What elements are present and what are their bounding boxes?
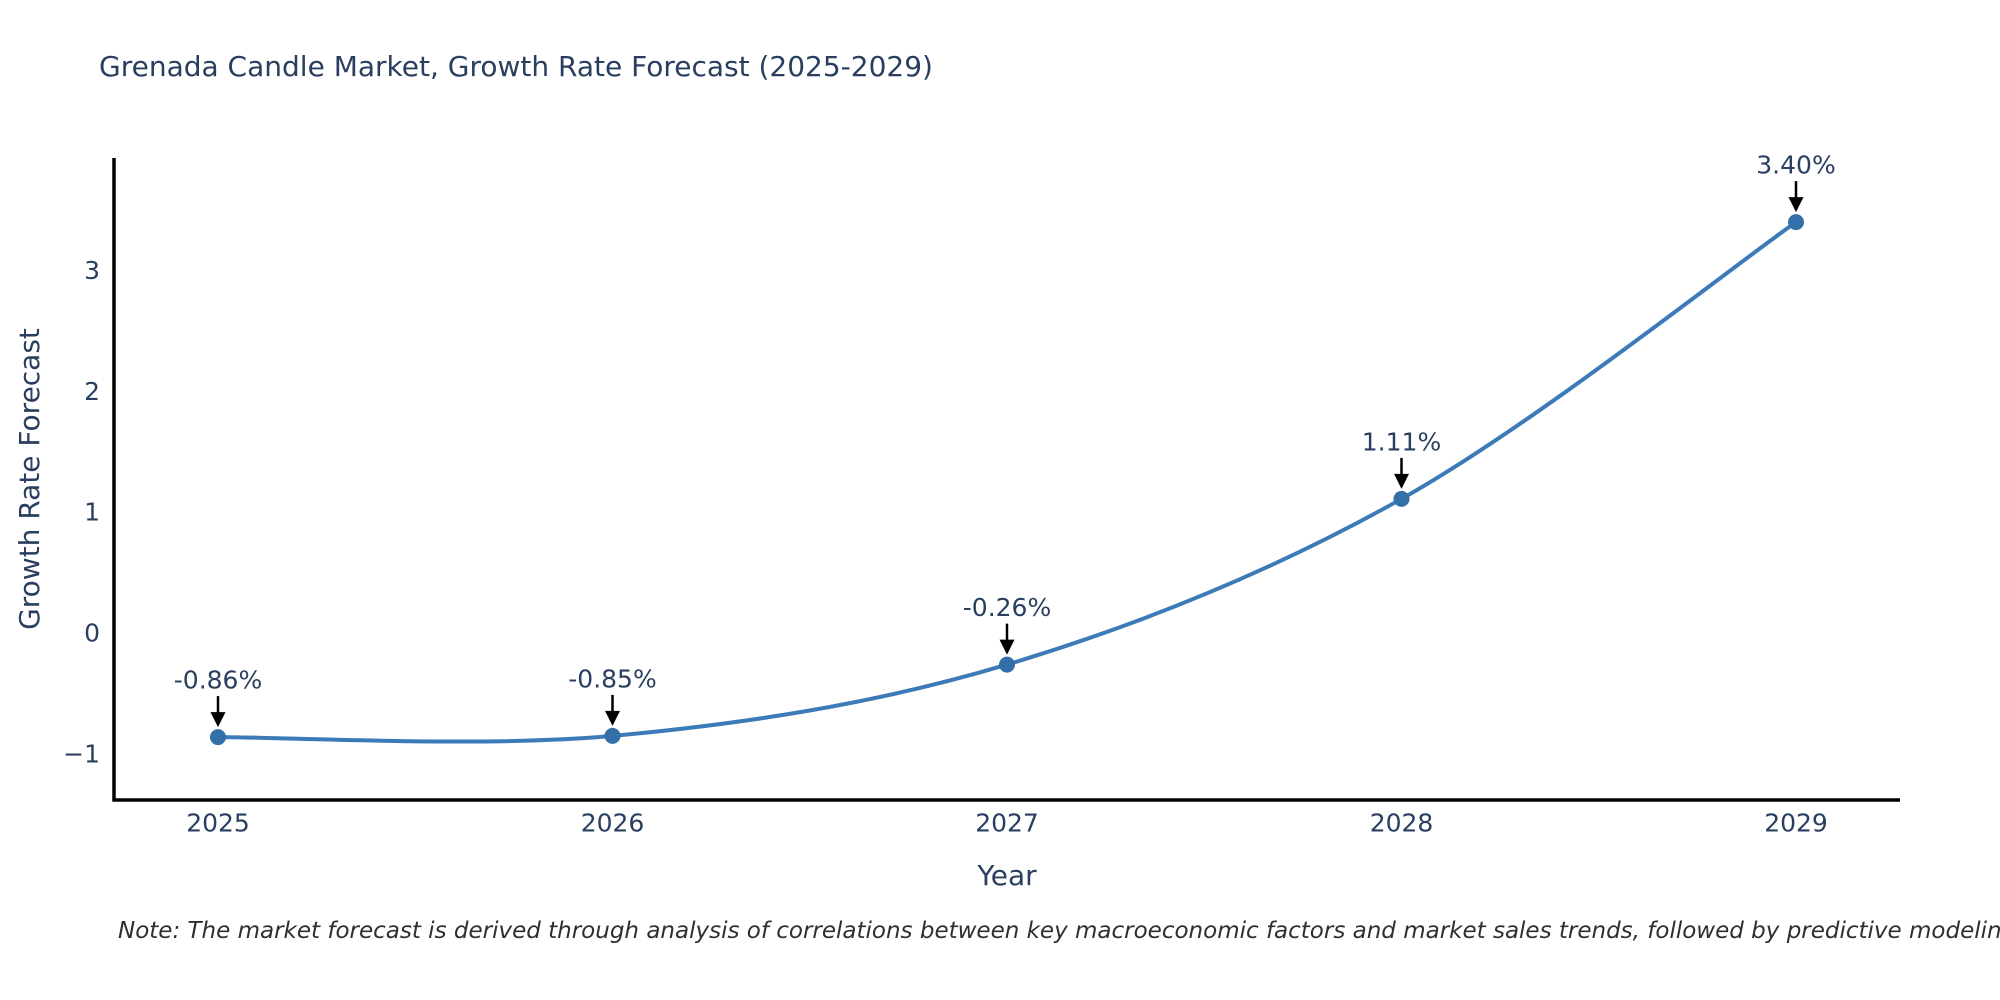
- annotation-arrowhead-icon: [605, 710, 620, 726]
- data-point-label: -0.85%: [568, 664, 656, 693]
- data-point-group-2028: 1.11%: [1362, 427, 1441, 507]
- data-point-group-2029: 3.40%: [1756, 151, 1836, 231]
- data-point-marker: [210, 729, 226, 746]
- y-tick-label: 0: [84, 619, 100, 648]
- data-point-marker: [999, 656, 1015, 673]
- annotation-arrowhead-icon: [210, 712, 226, 728]
- y-tick-label: 2: [84, 377, 100, 406]
- chart-title: Grenada Candle Market, Growth Rate Forec…: [99, 50, 933, 83]
- data-point-marker: [604, 727, 621, 744]
- data-point-marker: [1393, 490, 1410, 507]
- data-point-label: 1.11%: [1362, 427, 1441, 456]
- x-tick-label: 2026: [581, 809, 645, 838]
- data-point-marker: [1788, 214, 1804, 231]
- data-point-group-2025: -0.86%: [174, 666, 262, 746]
- data-point-label: -0.86%: [174, 666, 262, 695]
- footnote: Note: The market forecast is derived thr…: [118, 918, 2000, 945]
- x-tick-label: 2029: [1764, 809, 1828, 838]
- data-point-label: 3.40%: [1756, 151, 1835, 180]
- x-axis-title: Year: [977, 859, 1037, 892]
- x-tick-label: 2028: [1370, 809, 1434, 838]
- y-tick-label: −1: [63, 740, 100, 769]
- data-point-group-2026: -0.85%: [568, 664, 657, 744]
- annotation-arrowhead-icon: [1788, 197, 1804, 213]
- data-point-group-2027: -0.26%: [963, 593, 1051, 673]
- x-tick-label: 2025: [186, 809, 250, 838]
- annotation-arrowhead-icon: [1394, 473, 1409, 489]
- data-point-label: -0.26%: [963, 593, 1051, 622]
- axis-spines: [112, 158, 1900, 802]
- annotation-arrowhead-icon: [999, 639, 1015, 655]
- y-tick-label: 3: [84, 256, 100, 285]
- x-tick-label: 2027: [975, 809, 1039, 838]
- y-tick-label: 1: [84, 498, 100, 527]
